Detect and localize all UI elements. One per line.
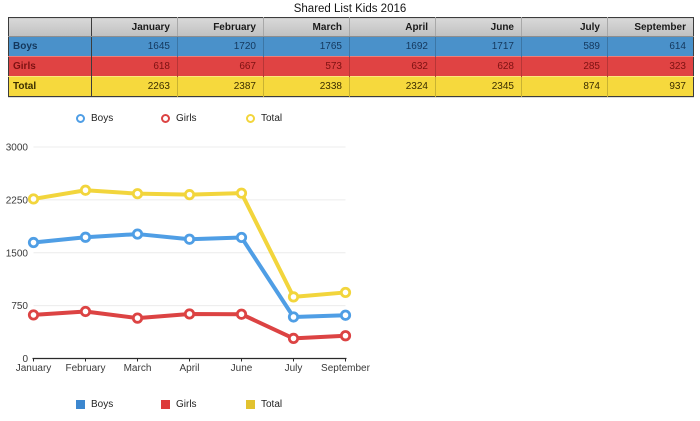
table-row-boys: Boys 1645 1720 1765 1692 1717 589 614	[8, 36, 694, 57]
table-cell: 2345	[435, 76, 522, 97]
table-cell: 614	[607, 36, 694, 57]
column-header: July	[521, 17, 608, 37]
legend-label: Total	[261, 112, 283, 124]
legend-ring-marker	[246, 113, 255, 123]
table-cell: 589	[521, 36, 608, 57]
legend-ring-marker	[76, 113, 85, 123]
table-cell: 667	[177, 56, 264, 77]
column-header: April	[349, 17, 436, 37]
x-tick-label: March	[124, 363, 152, 374]
table-cell: 573	[263, 56, 350, 77]
data-point-total	[287, 291, 300, 303]
y-tick-label: 1500	[6, 248, 29, 259]
data-point-girls	[79, 305, 92, 318]
table-cell: 2263	[91, 76, 178, 97]
data-point-girls	[287, 332, 300, 345]
column-header: September	[607, 17, 694, 37]
data-point-girls	[27, 309, 40, 321]
data-point-girls	[235, 308, 248, 320]
x-tick-label: June	[231, 363, 253, 374]
x-tick-label: April	[179, 363, 199, 374]
table-cell: 874	[521, 76, 608, 97]
legend-swatch-marker	[246, 399, 255, 409]
legend-label: Boys	[91, 398, 114, 410]
column-header: June	[435, 17, 522, 37]
y-tick-label: 2250	[6, 195, 29, 206]
data-point-girls	[131, 312, 144, 324]
row-label: Boys	[8, 36, 92, 57]
data-point-total	[79, 184, 92, 196]
data-point-girls	[339, 330, 352, 342]
legend-swatch-marker	[76, 399, 85, 409]
table-cell: 1645	[91, 36, 178, 57]
table-cell: 618	[91, 56, 178, 77]
data-point-total	[131, 188, 144, 200]
legend-item-girls[interactable]: Girls	[161, 397, 197, 411]
chart-legend-bottom: Boys Girls Total	[0, 397, 400, 411]
x-tick-label: January	[16, 363, 52, 374]
data-point-total	[235, 187, 248, 199]
data-point-boys	[339, 309, 352, 321]
y-tick-label: 750	[11, 301, 28, 312]
data-point-boys	[183, 233, 196, 245]
series-line-boys	[31, 232, 348, 319]
table-corner-cell	[8, 17, 92, 37]
table-cell: 323	[607, 56, 694, 77]
table-cell: 628	[435, 56, 522, 77]
legend-ring-marker	[161, 113, 170, 123]
legend-item-boys[interactable]: Boys	[76, 111, 113, 125]
y-tick-label: 3000	[6, 143, 29, 154]
table-cell: 1717	[435, 36, 522, 57]
legend-item-girls[interactable]: Girls	[161, 111, 197, 125]
y-tick-label: 0	[22, 354, 28, 365]
table-cell: 632	[349, 56, 436, 77]
table-cell: 2387	[177, 76, 264, 97]
data-point-boys	[131, 228, 144, 240]
data-point-total	[339, 286, 352, 299]
line-chart: Boys Girls Total 0 750 1500 2250 3000 January Fe…	[0, 104, 700, 421]
legend-label: Girls	[176, 112, 197, 124]
table-header-row: January February March April June July Septemb…	[8, 17, 694, 37]
data-table: January February March April June July Septemb…	[8, 17, 694, 97]
data-point-boys	[27, 236, 40, 249]
table-row-girls: Girls 618 667 573 632 628 285 323	[8, 56, 694, 77]
data-point-girls	[183, 308, 196, 320]
table-cell: 937	[607, 76, 694, 97]
data-point-total	[27, 193, 40, 205]
legend-label: Girls	[176, 398, 197, 410]
table-cell: 1692	[349, 36, 436, 57]
chart-legend-top: Boys Girls Total	[0, 111, 400, 125]
data-point-total	[183, 189, 196, 201]
table-cell: 1720	[177, 36, 264, 57]
legend-item-total[interactable]: Total	[246, 111, 282, 125]
row-label: Total	[8, 76, 92, 97]
data-point-boys	[79, 231, 92, 243]
table-cell: 2338	[263, 76, 350, 97]
legend-label: Total	[261, 398, 283, 410]
table-cell: 285	[521, 56, 608, 77]
chart-plot: 0 750 1500 2250 3000 January February March Apri…	[6, 143, 371, 375]
table-cell: 2324	[349, 76, 436, 97]
data-point-boys	[287, 311, 300, 323]
column-header: March	[263, 17, 350, 37]
x-tick-label: February	[65, 363, 105, 374]
column-header: January	[91, 17, 178, 37]
page-title: Shared List Kids 2016	[293, 3, 407, 15]
table-row-total: Total 2263 2387 2338 2324 2345 874 937	[8, 76, 694, 97]
legend-label: Boys	[91, 112, 114, 124]
data-point-boys	[235, 231, 248, 244]
legend-item-total[interactable]: Total	[246, 397, 282, 411]
table-cell: 1765	[263, 36, 350, 57]
legend-swatch-marker	[161, 399, 170, 409]
x-tick-label: July	[285, 363, 303, 374]
x-tick-label: September	[321, 363, 371, 374]
legend-item-boys[interactable]: Boys	[76, 397, 113, 411]
column-header: February	[177, 17, 264, 37]
row-label: Girls	[8, 56, 92, 77]
